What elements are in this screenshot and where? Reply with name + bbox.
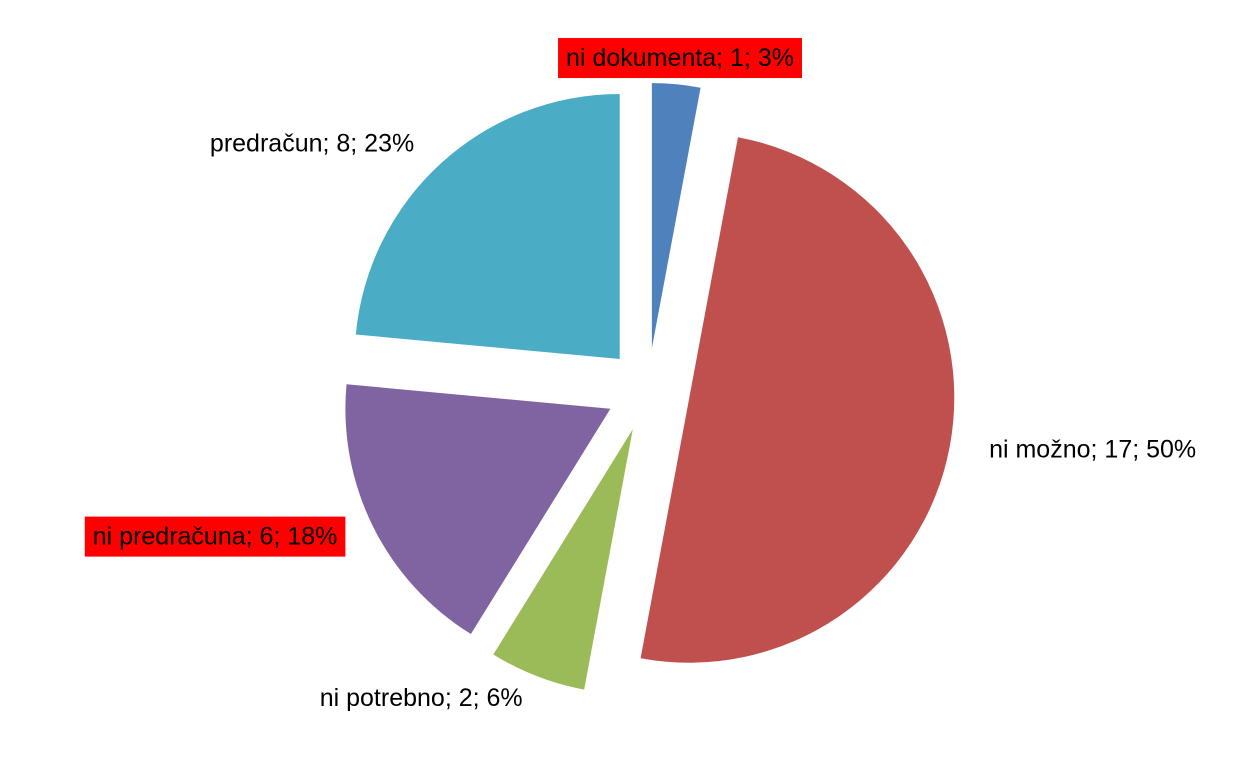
pie-slice xyxy=(493,429,633,690)
pie-slice xyxy=(345,384,611,635)
pie-slice xyxy=(355,93,620,359)
data-label: ni dokumenta; 1; 3% xyxy=(566,44,794,72)
data-label: ni potrebno; 2; 6% xyxy=(320,684,523,712)
data-label: predračun; 8; 23% xyxy=(210,129,414,157)
data-label: ni predračuna; 6; 18% xyxy=(93,523,338,551)
pie-slice xyxy=(651,83,701,349)
label-background xyxy=(558,38,802,79)
pie-slice xyxy=(640,137,955,663)
data-label: ni možno; 17; 50% xyxy=(989,436,1196,464)
label-background xyxy=(84,516,346,557)
